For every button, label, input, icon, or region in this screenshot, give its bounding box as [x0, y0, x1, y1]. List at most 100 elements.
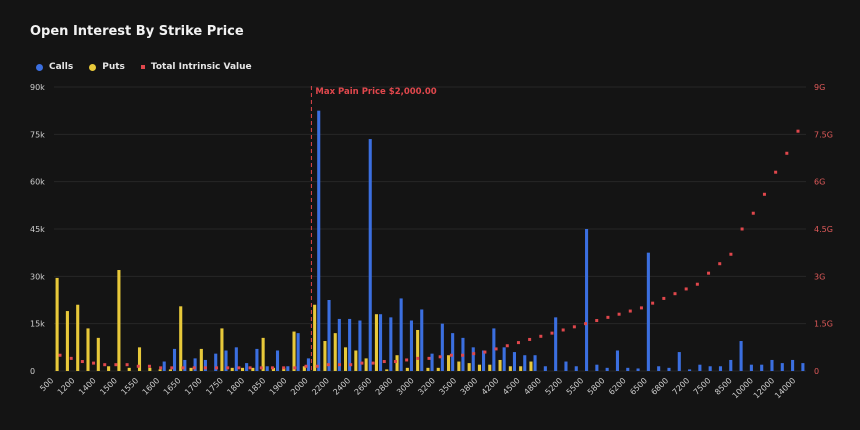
intrinsic-point [248, 366, 252, 370]
puts-bar [261, 337, 265, 371]
legend-item-intrinsic[interactable]: Total Intrinsic Value [140, 62, 252, 72]
puts-swatch-icon [89, 63, 97, 71]
intrinsic-point [181, 366, 185, 370]
puts-bar [76, 304, 80, 371]
calls-bar [358, 320, 362, 371]
intrinsic-point [505, 344, 509, 348]
x-tick-label: 7200 [671, 376, 692, 397]
intrinsic-point [584, 322, 588, 326]
x-tick-label: 7500 [692, 376, 713, 397]
calls-bar [306, 358, 310, 371]
intrinsic-point [304, 364, 308, 368]
y-tick-label: 90k [30, 83, 45, 92]
intrinsic-point [662, 296, 666, 300]
calls-bar [420, 309, 424, 371]
puts-bar [96, 337, 100, 371]
puts-bar [158, 369, 162, 371]
calls-bar [502, 347, 506, 371]
puts-bar [416, 329, 420, 371]
legend-item-puts[interactable]: Puts [89, 62, 125, 72]
y2-tick-label: 9G [814, 83, 825, 92]
calls-bar [677, 352, 681, 371]
intrinsic-point [550, 331, 554, 335]
calls-bar [275, 350, 280, 371]
calls-bar [585, 229, 589, 371]
calls-bar [399, 298, 403, 371]
calls-bar [564, 361, 568, 371]
legend: Calls Puts Total Intrinsic Value [36, 62, 252, 72]
calls-bar [482, 350, 486, 371]
intrinsic-point [192, 366, 196, 370]
x-tick-label: 10000 [731, 376, 755, 400]
puts-bar [240, 367, 245, 371]
intrinsic-point [785, 151, 789, 155]
calls-bar [430, 353, 434, 371]
intrinsic-point [673, 292, 677, 296]
x-tick-label: 3500 [437, 376, 458, 397]
intrinsic-point [740, 227, 744, 231]
intrinsic-point [393, 360, 397, 364]
puts-bar [426, 367, 430, 371]
legend-item-calls[interactable]: Calls [36, 62, 73, 72]
puts-bar [447, 355, 451, 371]
intrinsic-point [371, 361, 375, 365]
intrinsic-point [360, 361, 364, 365]
puts-bar [395, 355, 399, 371]
intrinsic-point [326, 363, 330, 367]
intrinsic-point [617, 312, 621, 316]
calls-bar [791, 359, 795, 371]
calls-bar [296, 333, 300, 371]
calls-bar [657, 366, 661, 371]
calls-bar [770, 359, 774, 371]
intrinsic-point [561, 328, 565, 332]
x-tick-label: 1650 [162, 376, 183, 397]
legend-label-calls: Calls [49, 62, 74, 72]
calls-bar [615, 350, 620, 371]
calls-bar [760, 364, 764, 371]
intrinsic-point [628, 309, 632, 313]
puts-bar [282, 367, 286, 371]
intrinsic-point [684, 287, 688, 291]
x-tick-label: 500 [38, 376, 55, 393]
calls-bar [214, 353, 218, 371]
x-tick-label: 6800 [649, 376, 670, 397]
x-tick-label: 4800 [522, 376, 543, 397]
x-tick-label: 2200 [310, 376, 331, 397]
intrinsic-point [707, 271, 711, 275]
x-tick-label: 5200 [543, 376, 564, 397]
calls-bar [718, 366, 723, 371]
puts-bar [477, 364, 482, 371]
intrinsic-point [69, 356, 73, 360]
puts-bar [405, 367, 409, 371]
calls-bar [348, 318, 352, 371]
calls-bar [636, 368, 640, 371]
intrinsic-point [349, 363, 353, 367]
intrinsic-swatch-icon [140, 65, 145, 69]
x-tick-label: 6500 [628, 376, 649, 397]
calls-bar [780, 363, 784, 371]
legend-label-intrinsic: Total Intrinsic Value [150, 62, 252, 72]
calls-bar [440, 323, 444, 371]
calls-bar [492, 328, 496, 371]
intrinsic-point [270, 366, 274, 370]
intrinsic-point [293, 366, 297, 370]
puts-bar [168, 369, 172, 371]
puts-bar [323, 341, 327, 371]
intrinsic-point [539, 334, 543, 338]
calls-bar [286, 366, 290, 371]
y-tick-label: 60k [30, 178, 45, 187]
intrinsic-point [516, 341, 520, 345]
puts-bar [498, 359, 502, 371]
calls-bar [512, 352, 517, 371]
calls-bar [605, 367, 609, 371]
intrinsic-point [282, 366, 286, 370]
calls-bar [183, 359, 187, 371]
calls-bar [646, 252, 650, 371]
intrinsic-point [405, 358, 409, 362]
x-tick-label: 4500 [501, 376, 522, 397]
chart-title: Open Interest By Strike Price [30, 24, 244, 39]
intrinsic-point [718, 262, 722, 266]
intrinsic-point [729, 252, 733, 256]
calls-bar [708, 366, 712, 371]
intrinsic-point [528, 337, 532, 341]
